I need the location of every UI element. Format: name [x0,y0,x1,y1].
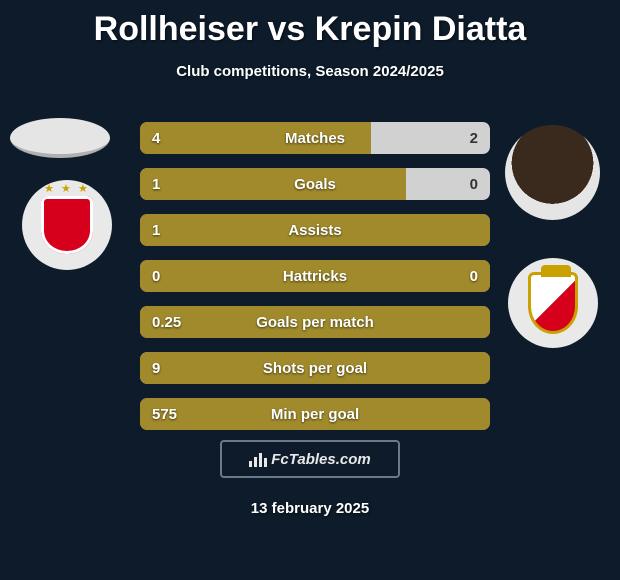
stat-row: 9Shots per goal [140,352,490,384]
bar-chart-icon [249,451,267,467]
club-left-badge: ★ ★ ★ [22,180,112,270]
stat-right-value: 0 [470,168,478,200]
stat-label: Assists [140,214,490,246]
stat-label: Matches [140,122,490,154]
stat-label: Hattricks [140,260,490,292]
fctables-badge: FcTables.com [220,440,400,478]
date-text: 13 february 2025 [0,500,620,517]
player-right-avatar [505,125,600,220]
monaco-shield-icon [528,272,578,334]
branding-text: FcTables.com [271,451,370,468]
stat-row: 575Min per goal [140,398,490,430]
page-title: Rollheiser vs Krepin Diatta [0,0,620,49]
club-right-badge [508,258,598,348]
stat-label: Shots per goal [140,352,490,384]
stat-label: Min per goal [140,398,490,430]
stat-right-value: 0 [470,260,478,292]
stat-row: 1Goals0 [140,168,490,200]
player-left-avatar [10,118,110,158]
stat-label: Goals [140,168,490,200]
benfica-stars-icon: ★ ★ ★ [41,182,93,195]
stat-right-value: 2 [470,122,478,154]
benfica-shield-icon: ★ ★ ★ [41,196,93,254]
stats-bars: 4Matches21Goals01Assists0Hattricks00.25G… [140,122,490,444]
stat-row: 0.25Goals per match [140,306,490,338]
stat-row: 1Assists [140,214,490,246]
stat-label: Goals per match [140,306,490,338]
stat-row: 0Hattricks0 [140,260,490,292]
stat-row: 4Matches2 [140,122,490,154]
subtitle: Club competitions, Season 2024/2025 [0,63,620,80]
